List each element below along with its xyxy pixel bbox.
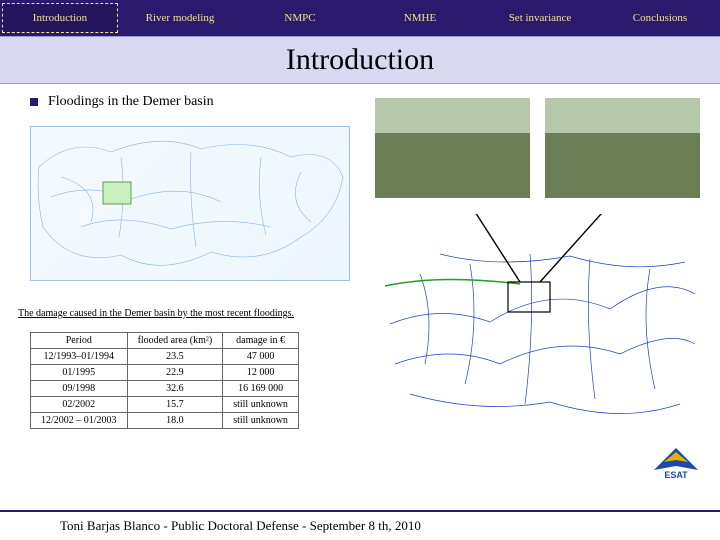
nav-nmpc[interactable]: NMPC (242, 3, 358, 33)
table-header-row: Period flooded area (km²) damage in € (31, 333, 299, 349)
nav-river-modeling[interactable]: River modeling (122, 3, 238, 33)
esat-logo: ESAT (650, 444, 702, 480)
footer-text: Toni Barjas Blanco - Public Doctoral Def… (60, 518, 421, 534)
slide-title: Introduction (0, 36, 720, 84)
col-period: Period (31, 333, 128, 349)
flood-photo-2 (545, 98, 700, 198)
nav-conclusions[interactable]: Conclusions (602, 3, 718, 33)
nav-nmhe[interactable]: NMHE (362, 3, 478, 33)
nav-set-invariance[interactable]: Set invariance (482, 3, 598, 33)
table-row: 12/1993–01/1994 23.5 47 000 (31, 349, 299, 365)
river-network (380, 214, 700, 434)
footer: Toni Barjas Blanco - Public Doctoral Def… (0, 510, 720, 540)
logo-text: ESAT (664, 470, 688, 480)
nav-introduction[interactable]: Introduction (2, 3, 118, 33)
bullet-text: Floodings in the Demer basin (48, 94, 214, 110)
table-row: 12/2002 – 01/2003 18.0 still unknown (31, 413, 299, 429)
bullet-icon (30, 98, 38, 106)
slide-content: Floodings in the Demer basin (0, 84, 720, 514)
region-map (30, 126, 350, 281)
col-area: flooded area (km²) (127, 333, 223, 349)
table-row: 09/1998 32.6 16 169 000 (31, 381, 299, 397)
table-caption: The damage caused in the Demer basin by … (18, 308, 294, 319)
table-row: 01/1995 22.9 12 000 (31, 365, 299, 381)
flood-photo-1 (375, 98, 530, 198)
top-nav: Introduction River modeling NMPC NMHE Se… (0, 0, 720, 36)
table-row: 02/2002 15.7 still unknown (31, 397, 299, 413)
damage-table: Period flooded area (km²) damage in € 12… (30, 332, 299, 429)
col-damage: damage in € (223, 333, 299, 349)
